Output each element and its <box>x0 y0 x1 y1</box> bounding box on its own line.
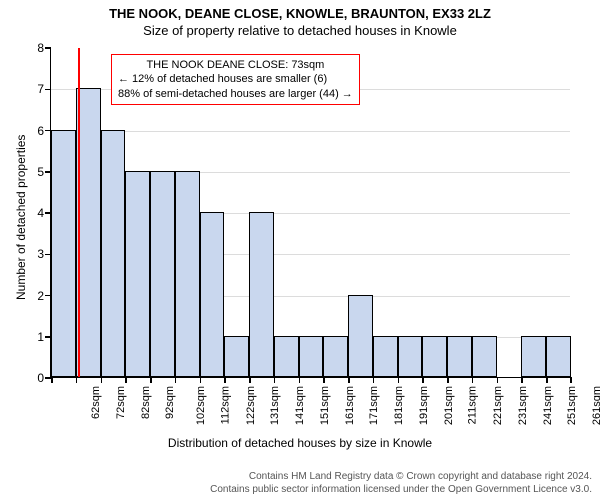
y-tick-label: 4 <box>24 206 44 220</box>
annotation-line-3: 88% of semi-detached houses are larger (… <box>118 87 353 101</box>
histogram-bar <box>348 295 373 378</box>
histogram-bar <box>422 336 447 377</box>
histogram-bar <box>447 336 472 377</box>
histogram-bar <box>175 171 200 377</box>
histogram-bar <box>51 130 76 378</box>
x-tick-mark <box>472 377 474 383</box>
marker-line <box>78 48 80 377</box>
x-tick-label: 221sqm <box>492 386 504 425</box>
histogram-bar <box>373 336 398 377</box>
x-tick-label: 92sqm <box>164 386 176 419</box>
x-tick-mark <box>51 377 53 383</box>
annotation-line-1: THE NOOK DEANE CLOSE: 73sqm <box>118 58 353 72</box>
histogram-bar <box>150 171 175 377</box>
y-tick-label: 6 <box>24 124 44 138</box>
footer-line-2: Contains public sector information licen… <box>210 484 592 497</box>
x-tick-label: 102sqm <box>195 386 207 425</box>
x-tick-mark <box>125 377 127 383</box>
x-tick-mark <box>101 377 103 383</box>
y-tick-mark <box>45 47 51 49</box>
x-tick-label: 161sqm <box>344 386 356 425</box>
x-tick-label: 191sqm <box>418 386 430 425</box>
footer-attribution: Contains HM Land Registry data © Crown c… <box>210 471 592 496</box>
x-tick-mark <box>274 377 276 383</box>
x-axis-title: Distribution of detached houses by size … <box>0 436 600 450</box>
histogram-bar <box>249 212 274 377</box>
x-tick-label: 72sqm <box>115 386 127 419</box>
x-tick-label: 112sqm <box>219 386 231 424</box>
annotation-box: THE NOOK DEANE CLOSE: 73sqm← 12% of deta… <box>111 54 360 105</box>
histogram-bar <box>101 130 126 378</box>
x-tick-mark <box>422 377 424 383</box>
x-tick-mark <box>150 377 152 383</box>
x-tick-mark <box>224 377 226 383</box>
y-tick-label: 3 <box>24 247 44 261</box>
y-tick-label: 1 <box>24 330 44 344</box>
x-tick-mark <box>398 377 400 383</box>
histogram-bar <box>546 336 571 377</box>
x-tick-label: 211sqm <box>467 386 479 424</box>
x-tick-label: 131sqm <box>269 386 281 425</box>
histogram-bar <box>200 212 225 377</box>
x-tick-mark <box>200 377 202 383</box>
x-tick-mark <box>497 377 499 383</box>
x-tick-label: 122sqm <box>245 386 257 425</box>
x-tick-mark <box>373 377 375 383</box>
x-tick-label: 201sqm <box>443 386 455 425</box>
histogram-bar <box>125 171 150 377</box>
histogram-bar <box>398 336 423 377</box>
x-tick-label: 251sqm <box>567 386 579 425</box>
x-tick-mark <box>447 377 449 383</box>
x-tick-label: 261sqm <box>591 386 600 425</box>
histogram-bar <box>274 336 299 377</box>
footer-line-1: Contains HM Land Registry data © Crown c… <box>210 471 592 484</box>
histogram-bar <box>224 336 249 377</box>
histogram-bar <box>521 336 546 377</box>
plot-area: 01234567862sqm72sqm82sqm92sqm102sqm112sq… <box>50 48 570 378</box>
x-tick-label: 141sqm <box>294 386 306 425</box>
x-tick-label: 82sqm <box>140 386 152 419</box>
x-tick-mark <box>249 377 251 383</box>
y-tick-label: 2 <box>24 289 44 303</box>
x-tick-mark <box>323 377 325 383</box>
x-tick-label: 151sqm <box>319 386 331 425</box>
chart-subtitle: Size of property relative to detached ho… <box>0 23 600 38</box>
x-tick-mark <box>570 377 572 383</box>
histogram-bar <box>323 336 348 377</box>
y-tick-label: 7 <box>24 82 44 96</box>
x-tick-label: 231sqm <box>517 386 529 425</box>
histogram-bar <box>299 336 324 377</box>
x-tick-mark <box>546 377 548 383</box>
x-tick-label: 181sqm <box>393 386 405 425</box>
gridline <box>51 131 570 132</box>
annotation-line-2: ← 12% of detached houses are smaller (6) <box>118 72 353 86</box>
y-tick-label: 5 <box>24 165 44 179</box>
x-tick-mark <box>521 377 523 383</box>
x-tick-mark <box>299 377 301 383</box>
histogram-bar <box>472 336 497 377</box>
title-block: THE NOOK, DEANE CLOSE, KNOWLE, BRAUNTON,… <box>0 0 600 38</box>
chart-area: 01234567862sqm72sqm82sqm92sqm102sqm112sq… <box>50 48 570 378</box>
y-tick-mark <box>45 89 51 91</box>
x-tick-label: 171sqm <box>369 386 381 425</box>
x-tick-mark <box>175 377 177 383</box>
y-tick-label: 8 <box>24 41 44 55</box>
chart-title: THE NOOK, DEANE CLOSE, KNOWLE, BRAUNTON,… <box>0 6 600 21</box>
y-tick-label: 0 <box>24 371 44 385</box>
x-tick-mark <box>348 377 350 383</box>
x-tick-label: 241sqm <box>542 386 554 425</box>
x-tick-label: 62sqm <box>90 386 102 419</box>
x-tick-mark <box>76 377 78 383</box>
